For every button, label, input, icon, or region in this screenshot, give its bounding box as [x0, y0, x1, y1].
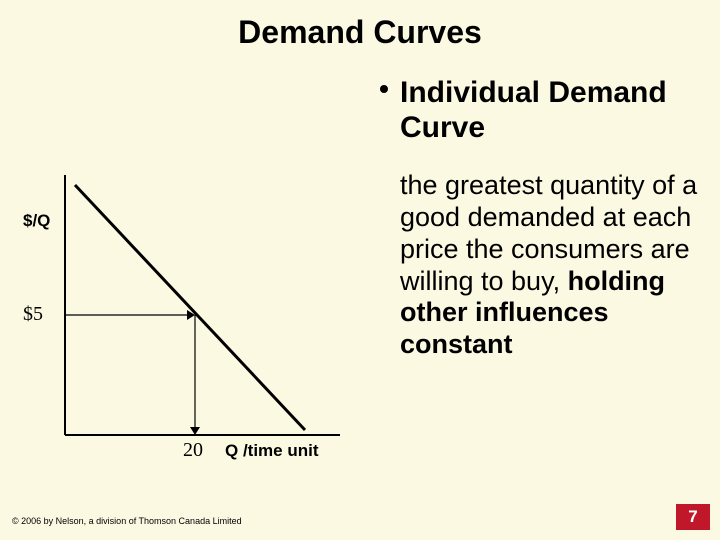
demand-chart: $/Q Q /time unit $5 20	[20, 175, 360, 465]
price-tick-label: $5	[23, 303, 43, 326]
bullet-item: Individual Demand Curve	[380, 76, 710, 145]
page-number-badge: 7	[676, 504, 710, 530]
bullet-dot-icon	[380, 85, 388, 93]
body-text: the greatest quantity of a good demanded…	[400, 170, 720, 361]
bullet-heading: Individual Demand Curve	[400, 76, 710, 145]
demand-chart-svg	[20, 175, 360, 465]
qty-tick-label: 20	[183, 439, 203, 462]
y-axis-label: $/Q	[23, 211, 50, 231]
x-axis-label: Q /time unit	[225, 441, 319, 461]
slide-title: Demand Curves	[0, 14, 720, 51]
page-number: 7	[688, 507, 697, 526]
copyright-text: © 2006 by Nelson, a division of Thomson …	[12, 516, 242, 526]
slide: Demand Curves Individual Demand Curve th…	[0, 0, 720, 540]
